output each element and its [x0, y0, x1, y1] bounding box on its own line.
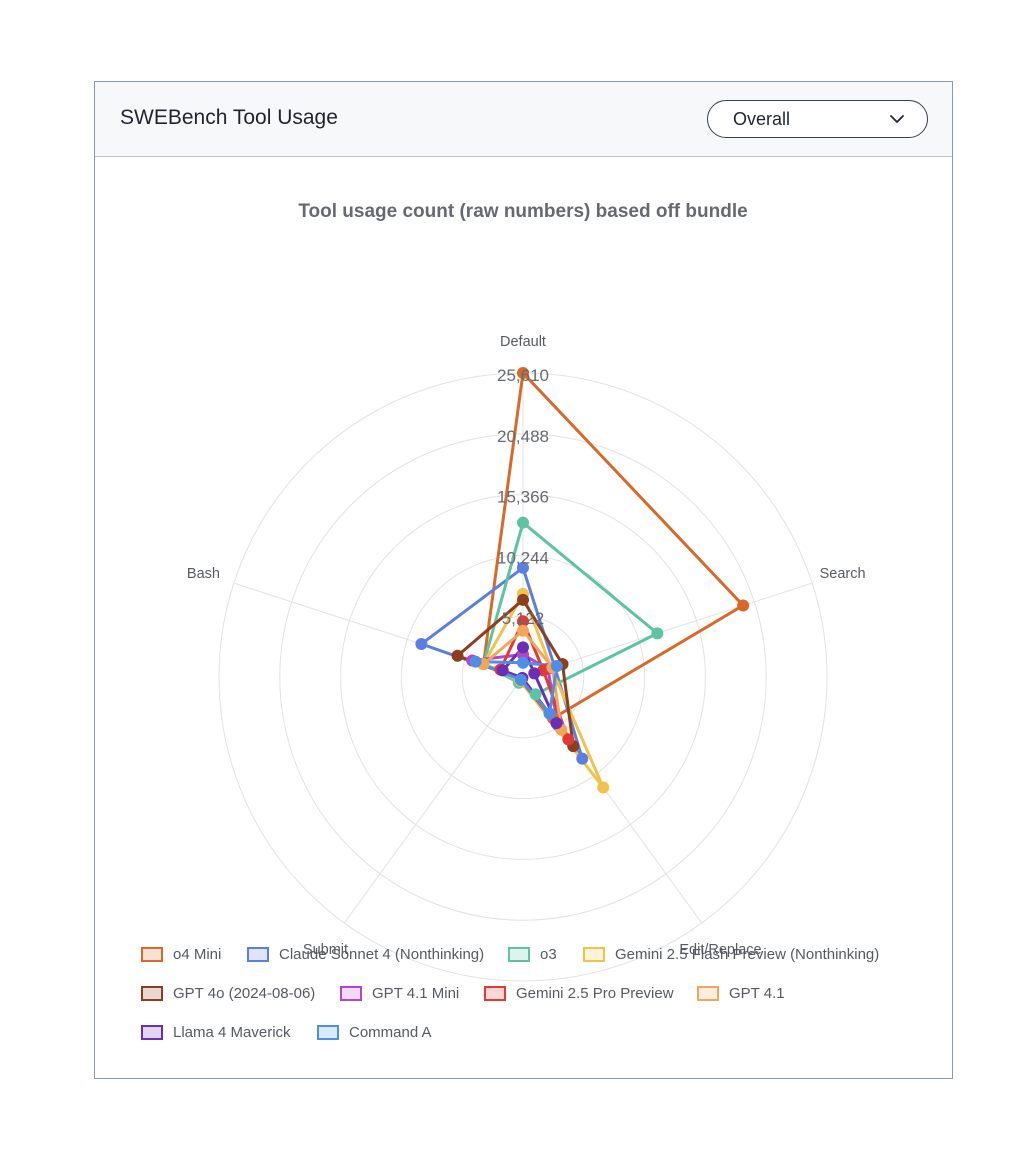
- data-point: [496, 664, 509, 677]
- tick-label: 25,610: [497, 366, 549, 385]
- legend-swatch: [508, 947, 530, 962]
- tick-label: 20,488: [497, 427, 549, 446]
- data-point: [514, 673, 527, 686]
- legend-swatch: [583, 947, 605, 962]
- data-point: [737, 599, 750, 612]
- data-point: [550, 659, 563, 672]
- axis-label: Search: [820, 566, 866, 582]
- tick-label: 15,366: [497, 488, 549, 507]
- legend-row: o4 Mini Claude Sonnet 4 (Nonthinking) o3 Ge…: [141, 945, 931, 967]
- legend-label: o3: [540, 946, 557, 963]
- tick-label: 10,244: [497, 548, 549, 567]
- legend-swatch: [141, 947, 163, 962]
- axis-label: Submit: [303, 942, 348, 958]
- axis-spoke: [343, 676, 524, 924]
- data-point: [562, 733, 575, 746]
- tick-label: 5,122: [502, 609, 545, 628]
- data-point: [543, 707, 556, 720]
- card-header: SWEBench Tool Usage Overall: [95, 82, 952, 157]
- view-dropdown[interactable]: Overall: [707, 100, 928, 138]
- data-point: [597, 781, 610, 794]
- legend-label: Claude Sonnet 4 (Nonthinking): [279, 946, 485, 963]
- card-title: SWEBench Tool Usage: [120, 106, 338, 129]
- legend-swatch: [340, 986, 362, 1001]
- legend-row: GPT 4o (2024-08-06) GPT 4.1 Mini Gemini 2.…: [141, 984, 931, 1006]
- chevron-down-icon: [890, 115, 904, 123]
- legend-swatch: [141, 1025, 163, 1040]
- data-point: [651, 627, 664, 640]
- chart-area: Tool usage count (raw numbers) based off…: [95, 157, 952, 1078]
- legend-swatch: [141, 986, 163, 1001]
- chart-title: Tool usage count (raw numbers) based off…: [298, 201, 747, 222]
- data-point: [517, 624, 529, 637]
- legend-label: Gemini 2.5 Flash Preview (Nonthinking): [615, 946, 880, 963]
- legend-label: GPT 4.1: [729, 985, 785, 1002]
- legend-row: Llama 4 Maverick Command A: [141, 1023, 931, 1045]
- data-point: [517, 656, 529, 669]
- tool-usage-card: SWEBench Tool Usage Overall Tool usage c…: [94, 81, 953, 1079]
- legend-label: GPT 4.1 Mini: [372, 985, 460, 1002]
- data-point: [517, 516, 529, 529]
- axis-label: Edit/Replace: [679, 942, 761, 958]
- axis-spoke: [522, 582, 813, 678]
- data-point: [529, 688, 542, 701]
- data-point: [550, 717, 563, 730]
- data-point: [415, 637, 428, 650]
- legend-swatch: [484, 986, 506, 1001]
- data-point: [451, 649, 464, 662]
- data-point: [528, 667, 541, 680]
- legend-label: Llama 4 Maverick: [173, 1024, 291, 1041]
- data-point: [517, 641, 529, 654]
- legend-swatch: [247, 947, 269, 962]
- legend-label: o4 Mini: [173, 946, 222, 963]
- data-point: [517, 561, 529, 574]
- legend-swatch: [697, 986, 719, 1001]
- data-point: [517, 593, 529, 606]
- axis-label: Default: [500, 334, 546, 350]
- axis-label: Bash: [187, 566, 220, 582]
- data-point: [517, 367, 529, 379]
- legend-label: GPT 4o (2024-08-06): [173, 985, 316, 1002]
- data-point: [576, 752, 589, 765]
- radar-chart: Tool usage count (raw numbers) based off…: [187, 201, 866, 982]
- dropdown-value: Overall: [733, 109, 791, 129]
- legend-swatch: [317, 1025, 339, 1040]
- data-point: [469, 655, 482, 668]
- legend-label: Gemini 2.5 Pro Preview: [516, 985, 674, 1002]
- legend-label: Command A: [349, 1024, 432, 1041]
